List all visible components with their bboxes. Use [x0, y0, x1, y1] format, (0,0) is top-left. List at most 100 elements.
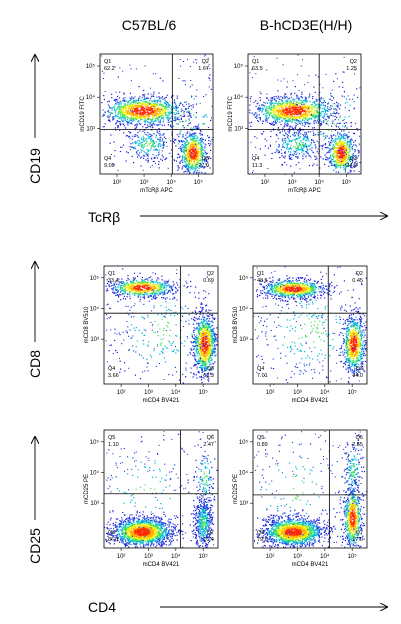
event-dot [180, 110, 182, 112]
event-dot [203, 96, 204, 97]
event-dot [306, 139, 308, 142]
event-dot [186, 159, 188, 162]
event-dot [205, 163, 207, 165]
event-dot [116, 289, 118, 291]
event-dot [161, 286, 163, 289]
event-dot [153, 283, 155, 285]
event-dot [189, 152, 191, 154]
event-dot [132, 282, 135, 284]
event-dot [273, 121, 275, 123]
event-dot [305, 97, 307, 99]
event-dot [148, 103, 150, 105]
event-dot [170, 286, 172, 288]
event-dot [157, 154, 159, 156]
event-dot [290, 96, 292, 98]
event-dot [339, 104, 342, 106]
event-dot [141, 106, 143, 108]
event-dot [121, 108, 123, 110]
event-dot [150, 138, 152, 140]
event-dot [199, 162, 201, 164]
event-dot [156, 105, 158, 107]
event-dot [128, 106, 130, 108]
event-dot [169, 111, 171, 113]
row-label-cd25: CD25 [27, 437, 43, 564]
event-dot [299, 117, 301, 120]
event-dot [143, 154, 145, 156]
event-dot [145, 283, 147, 286]
event-dot [141, 149, 143, 151]
event-dot [179, 121, 181, 123]
event-dot [256, 113, 258, 115]
event-dot [121, 111, 123, 113]
event-dot [342, 145, 344, 147]
event-dot [302, 138, 305, 140]
event-dot [312, 96, 314, 98]
event-dot [344, 133, 346, 135]
event-dot [293, 132, 296, 134]
event-dot [130, 80, 132, 82]
event-dot [264, 145, 266, 147]
event-dot [335, 144, 337, 146]
event-dot [317, 118, 319, 120]
event-dot [122, 114, 124, 116]
event-dot [336, 154, 338, 156]
event-dot [201, 144, 203, 146]
event-dot [312, 114, 314, 116]
event-dot [285, 123, 287, 126]
event-dot [135, 68, 137, 70]
event-dot [140, 148, 142, 151]
event-dot [125, 160, 127, 162]
event-dot [137, 111, 139, 113]
event-dot [290, 115, 292, 117]
event-dot [163, 287, 165, 289]
event-dot [334, 152, 336, 154]
event-dot [160, 145, 162, 148]
event-dot [154, 295, 156, 297]
event-dot [114, 115, 116, 117]
event-dot [290, 157, 292, 159]
event-dot [107, 119, 109, 121]
event-dot [199, 155, 201, 157]
event-dot [159, 110, 162, 112]
event-dot [250, 141, 252, 143]
event-dot [285, 117, 287, 120]
event-dot [343, 56, 345, 58]
event-dot [292, 104, 294, 106]
event-dot [347, 162, 349, 164]
event-dot [173, 283, 175, 285]
event-dot [301, 121, 303, 123]
event-dot [343, 160, 345, 162]
event-dot [180, 65, 182, 67]
event-dot [274, 107, 276, 109]
quadrant-name: Q1 [104, 59, 111, 65]
event-dot [172, 293, 174, 295]
event-dot [189, 167, 191, 169]
event-dot [286, 102, 288, 104]
event-dot [140, 112, 142, 115]
event-dot [138, 112, 140, 115]
event-dot [276, 151, 278, 153]
event-dot [353, 155, 355, 157]
event-dot [142, 169, 144, 171]
event-dot [170, 291, 172, 293]
event-dot [281, 117, 283, 119]
event-dot [321, 121, 323, 123]
event-dot [267, 111, 269, 113]
event-dot [156, 104, 158, 106]
event-dot [185, 158, 187, 160]
event-dot [269, 144, 271, 146]
event-dot [145, 115, 147, 117]
event-dot [144, 284, 146, 286]
event-dot [137, 286, 139, 288]
event-dot [109, 107, 111, 109]
event-dot [161, 284, 163, 286]
event-dot [345, 155, 347, 157]
event-dot [315, 146, 317, 148]
event-dot [342, 152, 344, 154]
event-dot [158, 285, 160, 287]
event-dot [294, 105, 296, 107]
event-dot [124, 291, 126, 293]
event-dot [344, 125, 347, 127]
event-dot [185, 139, 188, 141]
event-dot [316, 151, 318, 153]
